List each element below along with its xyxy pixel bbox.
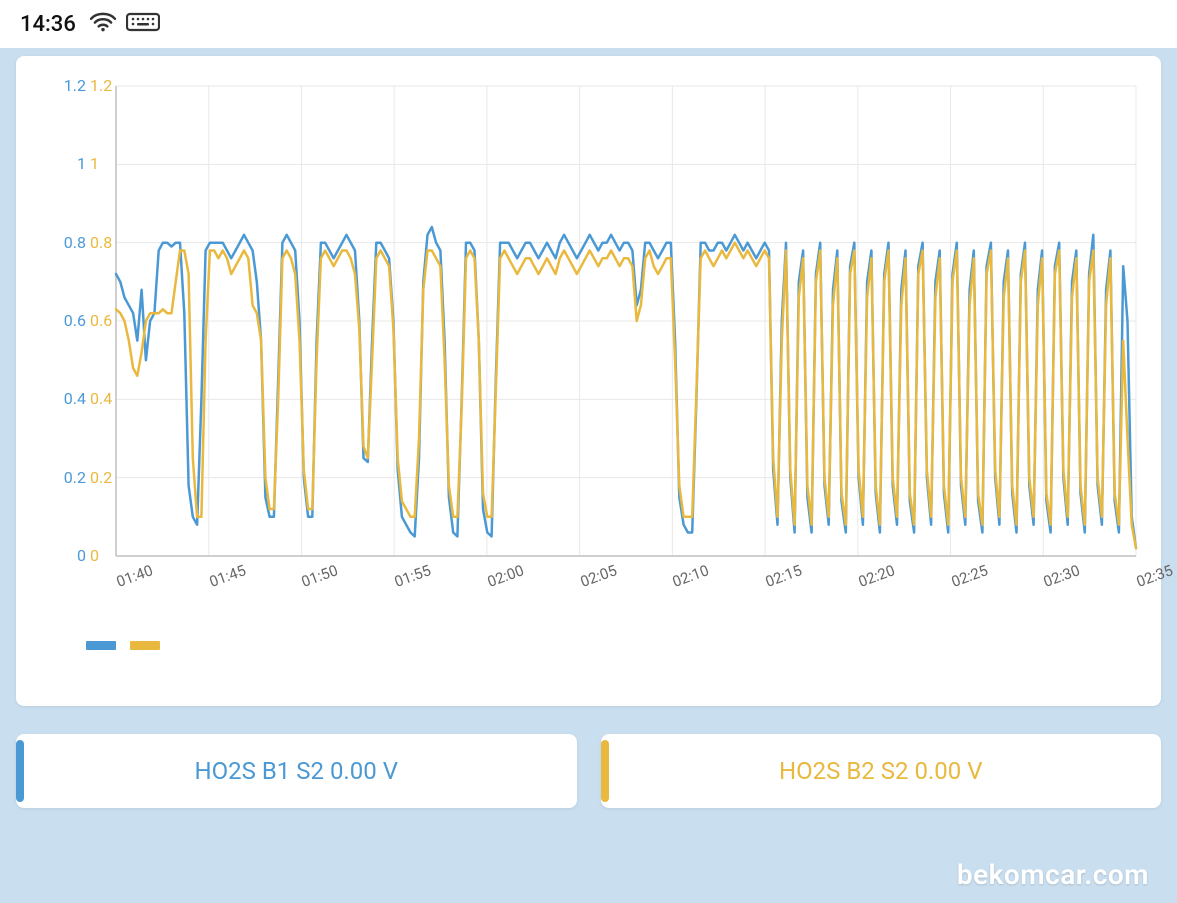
y-axis-tick-label: 0.4 xyxy=(90,389,112,408)
legend-swatch-series2[interactable] xyxy=(130,641,160,650)
y-axis-tick-label: 0.2 xyxy=(64,468,86,487)
y-axis-tick-label: 1.2 xyxy=(64,76,86,95)
legend-swatch-series1[interactable] xyxy=(86,641,116,650)
watermark-text: bekomcar.com xyxy=(957,858,1149,891)
wifi-icon xyxy=(90,11,116,37)
y-axis-tick-label: 0.2 xyxy=(90,468,112,487)
status-time: 14:36 xyxy=(20,12,76,37)
status-bar: 14:36 xyxy=(0,0,1177,48)
y-axis-tick-label: 0.6 xyxy=(64,311,86,330)
y-axis-tick-label: 0 xyxy=(90,546,99,565)
y-axis-tick-label: 1 xyxy=(90,154,99,173)
readout-b2s2-label: HO2S B2 S2 0.00 V xyxy=(779,757,982,785)
y-axis-tick-label: 0 xyxy=(77,546,86,565)
line-chart[interactable]: 000.20.20.40.40.60.60.80.8111.21.2 01:40… xyxy=(16,66,1161,626)
y-axis-tick-label: 1 xyxy=(77,154,86,173)
readout-b1s2-label: HO2S B1 S2 0.00 V xyxy=(195,757,398,785)
y-axis-tick-label: 0.4 xyxy=(64,389,86,408)
keyboard-icon xyxy=(126,11,160,37)
y-axis-tick-label: 1.2 xyxy=(90,76,112,95)
readout-b1s2[interactable]: HO2S B1 S2 0.00 V xyxy=(16,734,577,808)
y-axis-tick-label: 0.8 xyxy=(90,233,112,252)
chart-legend xyxy=(86,641,160,650)
chart-card: 000.20.20.40.40.60.60.80.8111.21.2 01:40… xyxy=(16,56,1161,706)
y-axis-tick-label: 0.8 xyxy=(64,233,86,252)
readout-b2s2[interactable]: HO2S B2 S2 0.00 V xyxy=(601,734,1162,808)
readouts-row: HO2S B1 S2 0.00 V HO2S B2 S2 0.00 V xyxy=(16,734,1161,808)
y-axis-tick-label: 0.6 xyxy=(90,311,112,330)
